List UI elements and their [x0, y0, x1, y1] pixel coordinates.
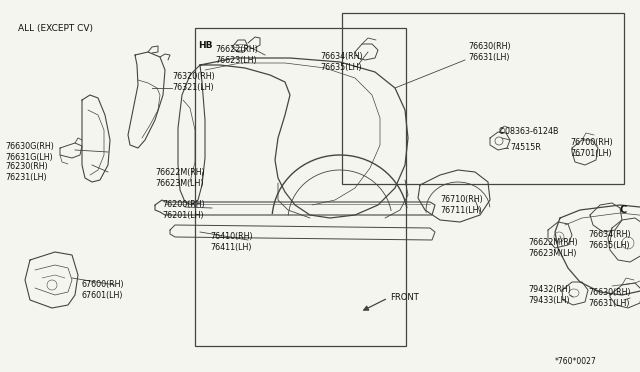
Text: ©08363-6124B: ©08363-6124B	[498, 128, 559, 137]
Text: 76230(RH)
76231(LH): 76230(RH) 76231(LH)	[5, 162, 48, 182]
Bar	[342, 13, 624, 184]
Text: *760*0027: *760*0027	[555, 357, 596, 366]
Text: 76200(RH)
76201(LH): 76200(RH) 76201(LH)	[162, 200, 205, 220]
Text: 76634(RH)
76635(LH): 76634(RH) 76635(LH)	[588, 230, 630, 250]
Text: 76630G(RH)
76631G(LH): 76630G(RH) 76631G(LH)	[5, 142, 54, 162]
Text: 76630(RH)
76631(LH): 76630(RH) 76631(LH)	[468, 42, 511, 62]
Text: 74515R: 74515R	[510, 144, 541, 153]
Text: 76700(RH)
76701(LH): 76700(RH) 76701(LH)	[570, 138, 612, 158]
Text: 67600(RH)
67601(LH): 67600(RH) 67601(LH)	[82, 280, 125, 300]
Text: C: C	[620, 205, 627, 215]
Bar	[195, 28, 406, 346]
Text: 76634(RH)
76635(LH): 76634(RH) 76635(LH)	[320, 52, 363, 72]
Text: FRONT: FRONT	[390, 294, 419, 302]
Text: 76622M(RH)
76623M(LH): 76622M(RH) 76623M(LH)	[528, 238, 578, 258]
Text: 76320(RH)
76321(LH): 76320(RH) 76321(LH)	[172, 72, 215, 92]
Text: 76622(RH)
76623(LH): 76622(RH) 76623(LH)	[215, 45, 258, 65]
Text: 76622M(RH)
76623M(LH): 76622M(RH) 76623M(LH)	[155, 168, 205, 188]
Text: HB: HB	[198, 41, 212, 49]
Text: ALL (EXCEPT CV): ALL (EXCEPT CV)	[18, 23, 93, 32]
Text: 76630(RH)
76631(LH): 76630(RH) 76631(LH)	[588, 288, 630, 308]
Text: 76410(RH)
76411(LH): 76410(RH) 76411(LH)	[210, 232, 253, 252]
Text: 76710(RH)
76711(LH): 76710(RH) 76711(LH)	[440, 195, 483, 215]
Text: 79432(RH)
79433(LH): 79432(RH) 79433(LH)	[528, 285, 571, 305]
